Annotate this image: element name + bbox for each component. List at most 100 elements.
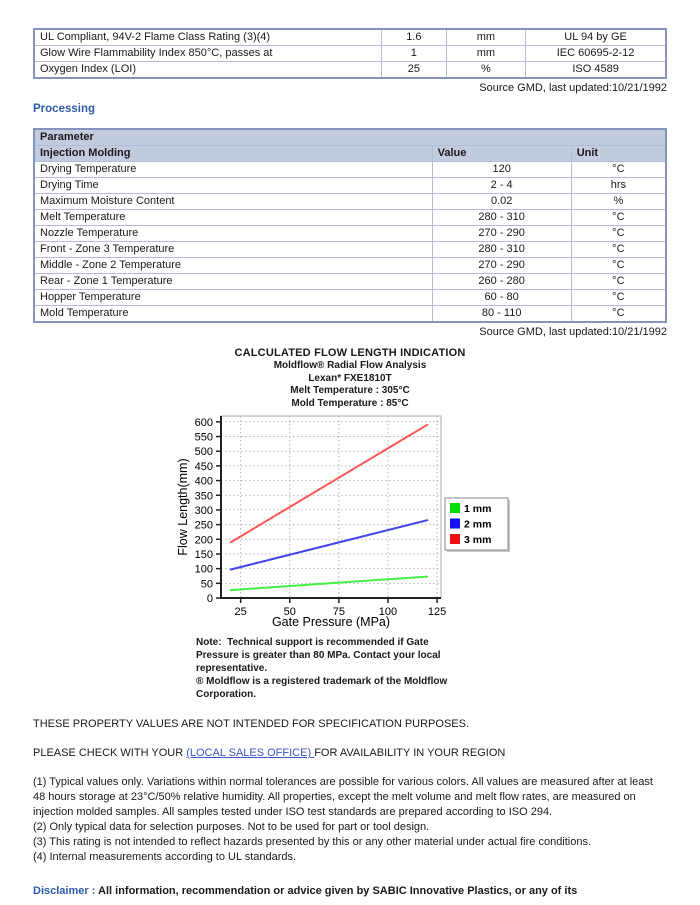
svg-text:0: 0 — [207, 593, 213, 605]
table-row: Drying Time 2 - 4 hrs — [33, 177, 667, 194]
cell-parameter: Front - Zone 3 Temperature — [33, 241, 433, 258]
svg-text:100: 100 — [379, 606, 397, 618]
cell-parameter: Hopper Temperature — [33, 289, 433, 306]
table-row: Rear - Zone 1 Temperature 260 - 280 °C — [33, 273, 667, 290]
cell-unit: hrs — [570, 177, 667, 194]
cell-standard: UL 94 by GE — [525, 28, 667, 46]
availability-suffix: FOR AVAILABILITY IN YOUR REGION — [314, 747, 506, 759]
disclaimer: Disclaimer : All information, recommenda… — [33, 885, 667, 897]
cell-value: 120 — [431, 161, 572, 178]
svg-text:450: 450 — [195, 461, 213, 473]
cell-unit: °C — [570, 161, 667, 178]
cell-unit: mm — [445, 28, 527, 46]
header-value: Value — [431, 145, 572, 162]
table-row: Oxygen Index (LOI) 25 % ISO 4589 — [33, 61, 667, 79]
table-row: Nozzle Temperature 270 - 290 °C — [33, 225, 667, 242]
table-row: Mold Temperature 80 - 110 °C — [33, 305, 667, 323]
cell-unit: mm — [445, 45, 527, 62]
cell-unit: °C — [570, 209, 667, 226]
cell-parameter: Melt Temperature — [33, 209, 433, 226]
svg-text:100: 100 — [195, 564, 213, 576]
footnotes: (1) Typical values only. Variations with… — [33, 775, 667, 865]
footnote: (4) Internal measurements according to U… — [33, 851, 297, 863]
cell-parameter: Rear - Zone 1 Temperature — [33, 273, 433, 290]
header-unit: Unit — [570, 145, 667, 162]
cell-value: 280 - 310 — [431, 209, 572, 226]
chart-note-line: ® Moldflow is a registered trademark of … — [196, 676, 448, 687]
footnote: (3) This rating is not intended to refle… — [33, 836, 592, 848]
cell-parameter: Mold Temperature — [33, 305, 433, 323]
svg-text:25: 25 — [235, 606, 247, 618]
cell-value: 25 — [381, 61, 447, 79]
cell-unit: °C — [570, 305, 667, 323]
cell-parameter: Middle - Zone 2 Temperature — [33, 257, 433, 274]
chart-note-line: Pressure is greater than 80 MPa. Contact… — [196, 650, 441, 661]
header-parameter-group: Parameter — [33, 128, 667, 146]
svg-text:2 mm: 2 mm — [464, 519, 491, 531]
table-row: Hopper Temperature 60 - 80 °C — [33, 289, 667, 306]
svg-text:350: 350 — [195, 490, 213, 502]
processing-heading: Processing — [33, 103, 95, 115]
table-header-row: Injection Molding Value Unit — [33, 145, 667, 162]
table-row: Drying Temperature 120 °C — [33, 161, 667, 178]
cell-value: 270 - 290 — [431, 225, 572, 242]
svg-text:200: 200 — [195, 534, 213, 546]
source-note: Source GMD, last updated:10/21/1992 — [479, 82, 667, 94]
svg-text:Flow Length(mm): Flow Length(mm) — [176, 458, 190, 555]
header-parameter: Injection Molding — [33, 145, 433, 162]
svg-text:150: 150 — [195, 549, 213, 561]
cell-value: 60 - 80 — [431, 289, 572, 306]
table-row: Maximum Moisture Content 0.02 % — [33, 193, 667, 210]
svg-text:550: 550 — [195, 432, 213, 444]
cell-unit: °C — [570, 257, 667, 274]
local-sales-office-link[interactable]: (LOCAL SALES OFFICE) — [186, 747, 315, 759]
source-note: Source GMD, last updated:10/21/1992 — [479, 326, 667, 338]
footnote: (1) Typical values only. Variations with… — [33, 776, 653, 818]
chart-subtitle: Melt Temperature : 305°C — [290, 385, 410, 396]
table-row: Glow Wire Flammability Index 850°C, pass… — [33, 45, 667, 62]
cell-unit: °C — [570, 225, 667, 242]
table-row: Front - Zone 3 Temperature 280 - 310 °C — [33, 241, 667, 258]
svg-text:75: 75 — [333, 606, 345, 618]
cell-property: UL Compliant, 94V-2 Flame Class Rating (… — [33, 28, 383, 46]
flow-length-plot: 0 50 100 150 200 250 300 350 400 450 500 550 600 25 50… — [176, 415, 510, 629]
cell-parameter: Drying Temperature — [33, 161, 433, 178]
spec-purpose-statement: THESE PROPERTY VALUES ARE NOT INTENDED F… — [33, 718, 470, 730]
availability-statement: PLEASE CHECK WITH YOUR (LOCAL SALES OFFI… — [33, 747, 667, 759]
svg-text:125: 125 — [428, 606, 446, 618]
availability-prefix: PLEASE CHECK WITH YOUR — [33, 747, 187, 759]
cell-standard: ISO 4589 — [525, 61, 667, 79]
cell-value: 260 - 280 — [431, 273, 572, 290]
cell-value: 270 - 290 — [431, 257, 572, 274]
table-row: Melt Temperature 280 - 310 °C — [33, 209, 667, 226]
cell-unit: °C — [570, 241, 667, 258]
chart-note: Note: Technical support is recommended i… — [196, 636, 526, 701]
table-row: UL Compliant, 94V-2 Flame Class Rating (… — [33, 28, 667, 46]
cell-property: Glow Wire Flammability Index 850°C, pass… — [33, 45, 383, 62]
svg-text:Gate Pressure (MPa): Gate Pressure (MPa) — [272, 615, 390, 629]
table-row: Middle - Zone 2 Temperature 270 - 290 °C — [33, 257, 667, 274]
svg-text:50: 50 — [284, 606, 296, 618]
svg-text:300: 300 — [195, 505, 213, 517]
cell-value: 1 — [381, 45, 447, 62]
flow-length-chart: CALCULATED FLOW LENGTH INDICATION Moldfl… — [174, 347, 526, 701]
cell-value: 2 - 4 — [431, 177, 572, 194]
cell-unit: °C — [570, 273, 667, 290]
svg-text:50: 50 — [201, 578, 213, 590]
cell-value: 0.02 — [431, 193, 572, 210]
cell-parameter: Drying Time — [33, 177, 433, 194]
chart-note-line: Note: Technical support is recommended i… — [196, 637, 429, 648]
cell-value: 280 - 310 — [431, 241, 572, 258]
chart-subtitle: Mold Temperature : 85°C — [291, 397, 409, 409]
cell-value: 80 - 110 — [431, 305, 572, 323]
cell-unit: % — [570, 193, 667, 210]
cell-unit: % — [445, 61, 527, 79]
footnote: (2) Only typical data for selection purp… — [33, 821, 430, 833]
chart-subtitle: Moldflow® Radial Flow Analysis — [273, 360, 427, 371]
svg-text:400: 400 — [195, 476, 213, 488]
cell-parameter: Nozzle Temperature — [33, 225, 433, 242]
disclaimer-text: All information, recommendation or advic… — [95, 885, 578, 897]
chart-note-line: Corporation. — [196, 689, 256, 700]
chart-subtitle: Lexan* FXE1810T — [308, 372, 392, 384]
disclaimer-label: Disclaimer : — [33, 885, 96, 897]
